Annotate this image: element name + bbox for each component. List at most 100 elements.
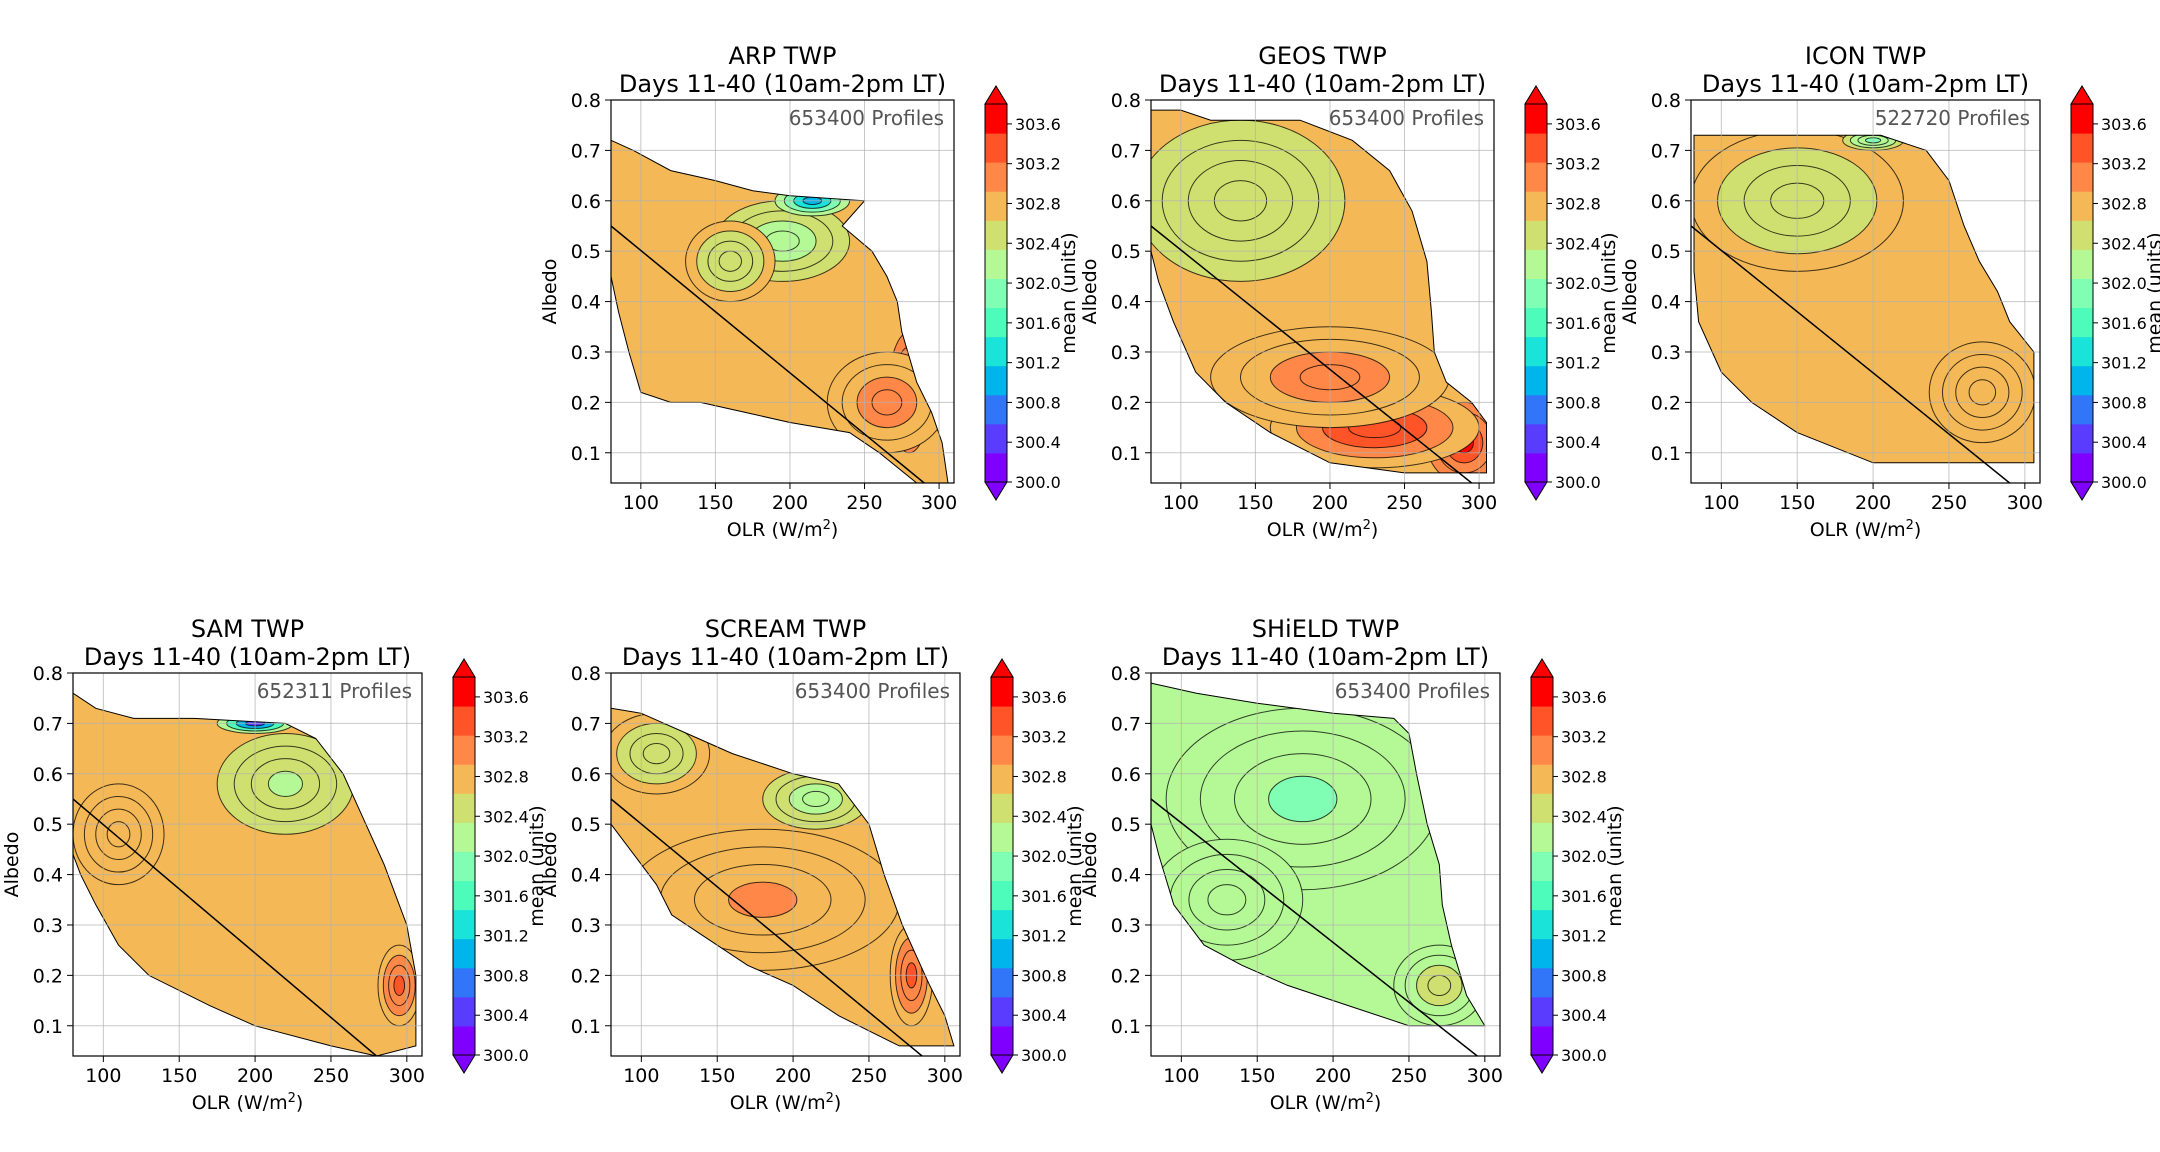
colorbar-segment [985,104,1007,134]
profile-count: 653400 Profiles [1329,106,1484,130]
y-tick-label: 0.6 [571,191,601,213]
y-axis-label: Albedo [1619,259,1641,325]
colorbar-tick-label: 302.4 [1555,234,1601,253]
colorbar-segment [1531,764,1553,794]
colorbar-tick-label: 303.6 [2101,115,2147,134]
colorbar-segment [991,764,1013,794]
colorbar-tick-label: 300.8 [1561,966,1607,985]
x-tick-label: 200 [1312,492,1348,514]
reference-line [611,225,925,483]
panel-5: 100 150 200 250 300 0.1 0.2 0.3 0.4 0.5 0.6 0.7 0.8 S… [1079,615,1626,1114]
y-tick-label: 0.5 [1111,241,1141,263]
y-tick-label: 0.6 [33,764,63,786]
x-axis-label: OLR (W/m2) [1810,518,1922,542]
y-tick-label: 0.7 [33,713,63,735]
profile-count: 522720 Profiles [1875,106,2030,130]
colorbar-segment [991,706,1013,736]
colorbar-segment [1531,677,1553,707]
colorbar-tick-label: 303.2 [1021,728,1067,747]
y-tick-label: 0.2 [1111,965,1141,987]
panel-title: SAM TWP [191,615,304,643]
colorbar-tick-label: 301.2 [483,927,529,946]
colorbar-tick-label: 301.6 [1021,887,1067,906]
y-tick-label: 0.3 [571,342,601,364]
panel-title: SCREAM TWP [705,615,866,643]
colorbar-tick-label: 302.0 [483,847,529,866]
colorbar-segment [991,880,1013,911]
colorbar-segment [2071,336,2093,367]
contour-level [728,881,798,918]
axes-frame [1690,99,2041,484]
colorbar-tick-label: 300.4 [1561,1006,1607,1025]
colorbar-tick-label: 300.8 [483,966,529,985]
x-tick-label: 100 [1163,1065,1199,1087]
panel-3: 100 150 200 250 300 0.1 0.2 0.3 0.4 0.5 0.6 0.7 0.8 S… [1,615,548,1114]
y-tick-label: 0.5 [571,241,601,263]
colorbar-segment [453,677,475,707]
y-axis-label: Albedo [1079,832,1101,898]
colorbar-segment [453,880,475,911]
x-axis-label: OLR (W/m2) [192,1091,304,1115]
y-tick-label: 0.2 [571,392,601,414]
y-tick-label: 0.2 [571,965,601,987]
contour-fill [73,693,416,1056]
y-tick-label: 0.3 [1111,342,1141,364]
colorbar-tick-label: 303.6 [1561,688,1607,707]
colorbar-segment [2071,220,2093,250]
y-tick-label: 0.1 [571,1016,601,1038]
colorbar-segment [2071,394,2093,425]
colorbar-tick-label: 302.4 [1021,807,1067,826]
x-tick-label: 100 [1703,492,1739,514]
y-tick-label: 0.3 [571,915,601,937]
colorbar: 303.6 303.2 302.8 302.4 302.0 301.6 301.2 300.8… [2070,85,2160,501]
y-axis-label: Albedo [1079,259,1101,325]
colorbar-segment [2071,365,2093,396]
colorbar-extend-min [2070,481,2094,501]
colorbar-tick-label: 300.4 [1015,433,1061,452]
colorbar-tick-label: 303.2 [1561,728,1607,747]
panel-subtitle: Days 11-40 (10am-2pm LT) [619,70,946,98]
colorbar-segment [1525,104,1547,134]
contour-outline [610,707,955,1047]
colorbar-segment [985,249,1007,279]
colorbar-tick-label: 302.8 [483,767,529,786]
y-tick-label: 0.3 [33,915,63,937]
contour-fill [1694,135,2034,463]
y-tick-label: 0.2 [1651,392,1681,414]
colorbar-tick-label: 300.4 [483,1006,529,1025]
colorbar-segment [1525,133,1547,163]
colorbar-tick-label: 303.6 [1015,115,1061,134]
x-tick-label: 250 [1386,492,1422,514]
contour-level [1268,775,1338,823]
colorbar-tick-label: 302.8 [1555,194,1601,213]
colorbar-tick-label: 300.4 [1021,1006,1067,1025]
colorbar-extend-min [984,481,1008,501]
axes-frame [610,672,961,1057]
colorbar-tick-label: 300.4 [1555,433,1601,452]
colorbar: 303.6 303.2 302.8 302.4 302.0 301.6 301.2 300.8… [1530,658,1626,1074]
colorbar-segment [1531,735,1553,765]
colorbar-tick-label: 303.2 [1555,155,1601,174]
colorbar-segment [985,423,1007,454]
panel-title: SHiELD TWP [1252,615,1399,643]
x-tick-label: 300 [1461,492,1497,514]
colorbar-extend-min [990,1054,1014,1074]
colorbar-segment [991,851,1013,882]
contour-level [393,974,406,997]
x-tick-label: 250 [313,1065,349,1087]
colorbar-segment [985,452,1007,483]
colorbar-extend-min [1530,1054,1554,1074]
colorbar-tick-label: 301.2 [1555,354,1601,373]
x-tick-label: 100 [85,1065,121,1087]
colorbar-tick-label: 302.8 [1021,767,1067,786]
grid [611,99,954,483]
x-tick-label: 300 [927,1065,963,1087]
colorbar-segment [1525,249,1547,279]
reference-line [1691,225,2011,483]
colorbar-segment [1531,880,1553,911]
colorbar-segment [1525,336,1547,367]
colorbar-label: mean (units) [526,805,548,926]
colorbar-segment [991,793,1013,823]
panel-subtitle: Days 11-40 (10am-2pm LT) [622,643,949,671]
x-axis-label: OLR (W/m2) [727,518,839,542]
